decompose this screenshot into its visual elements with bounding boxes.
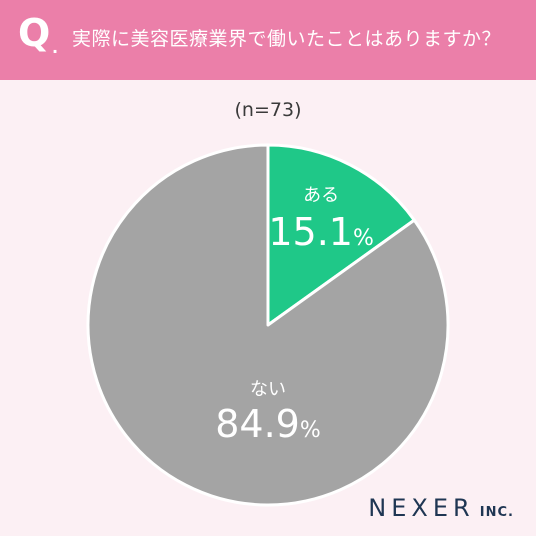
sample-size-label: (n=73) (234, 99, 302, 121)
slice-label-1: ある (303, 185, 339, 206)
nexer-logo: NEXER INC. (368, 494, 514, 522)
logo-main-text: NEXER (368, 494, 475, 522)
header-banner: Q . 実際に美容医療業界で働いたことはありますか？ (0, 0, 536, 80)
logo-sub-text: INC. (479, 505, 514, 520)
pie-slice-2 (86, 143, 450, 507)
question-text: 実際に美容医療業界で働いたことはありますか？ (72, 28, 502, 50)
q-dot: . (52, 38, 59, 57)
q-mark: Q (18, 11, 51, 55)
pie-slice-1 (266, 143, 416, 327)
slice-value-2: 84.9% (215, 402, 321, 446)
slice-value-1: 15.1% (268, 210, 374, 254)
slice-label-2: ない (250, 379, 286, 400)
